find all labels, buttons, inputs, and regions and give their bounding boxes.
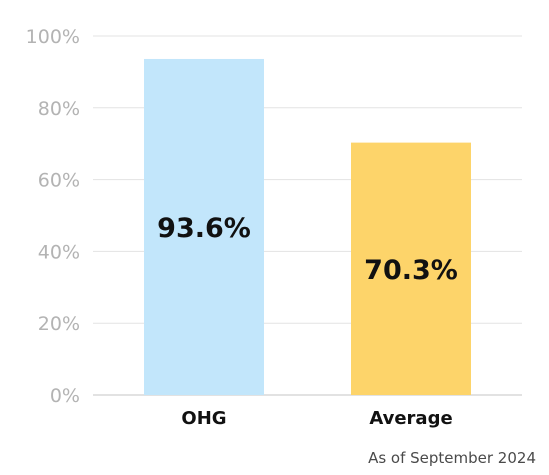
bar-value-label: 93.6% — [157, 213, 251, 244]
y-tick-label: 100% — [26, 26, 80, 48]
y-tick-label: 60% — [38, 170, 80, 192]
y-tick-label: 0% — [50, 385, 80, 407]
bar-value-label: 70.3% — [364, 255, 458, 286]
bar-ohg — [144, 58, 264, 395]
y-axis-tick-labels: 0% 20% 40% 60% 80% 100% — [26, 26, 80, 407]
bar-average — [351, 142, 471, 395]
x-category-label: OHG — [181, 408, 226, 429]
x-category-label: Average — [369, 408, 452, 429]
footnote: As of September 2024 — [368, 449, 536, 467]
y-tick-label: 40% — [38, 241, 80, 263]
bars — [144, 58, 471, 395]
y-tick-label: 20% — [38, 313, 80, 335]
bar-value-labels: 93.6% 70.3% — [157, 213, 458, 286]
y-tick-label: 80% — [38, 98, 80, 120]
x-axis-category-labels: OHG Average — [181, 408, 452, 429]
